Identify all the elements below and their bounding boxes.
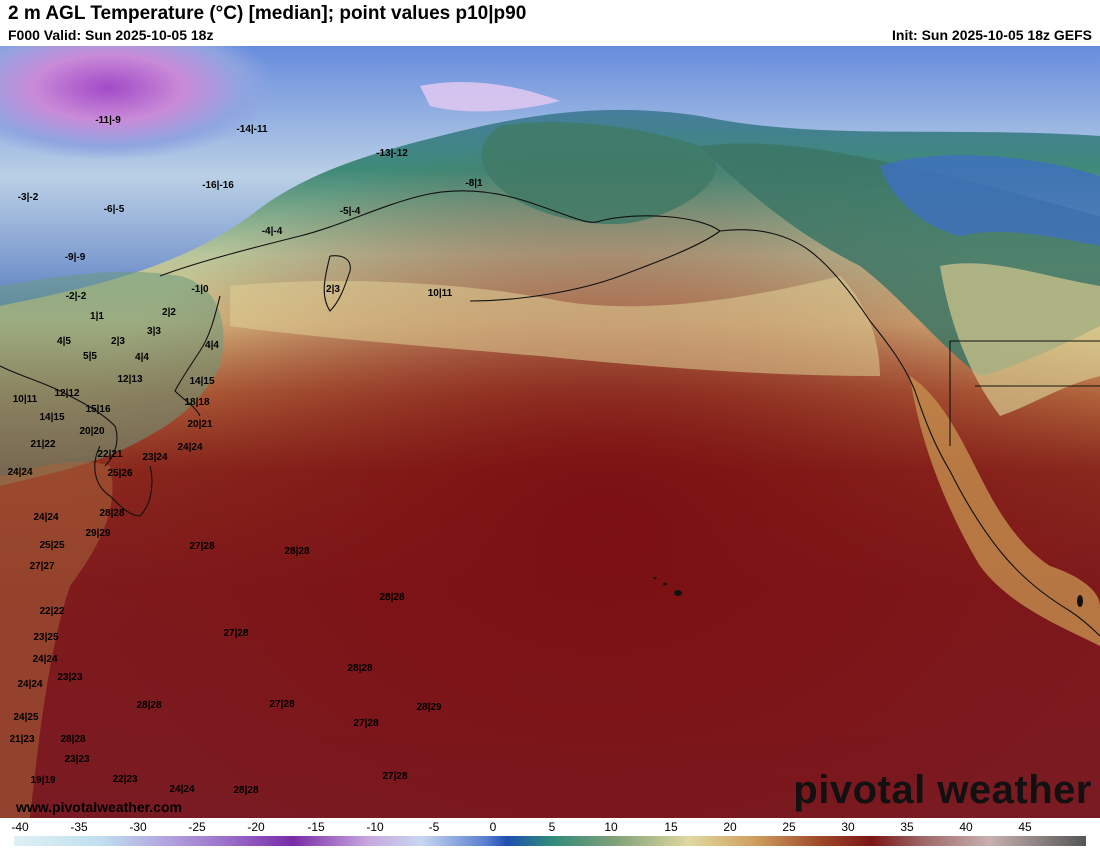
colorbar-tick-label: 10 (604, 820, 618, 834)
point-value-label: 21|22 (30, 439, 56, 450)
point-value-label: -5|-4 (339, 206, 361, 217)
point-value-label: 28|29 (416, 702, 442, 713)
colorbar-tick-label: -10 (366, 820, 384, 834)
point-value-label: -9|-9 (64, 252, 86, 263)
point-value-label: 23|24 (142, 452, 168, 463)
point-value-label: 18|18 (184, 397, 210, 408)
point-value-label: 20|21 (187, 419, 213, 430)
colorbar-tick-label: 15 (664, 820, 678, 834)
pivotal-weather-logo: pivotal weather (793, 768, 1092, 812)
point-value-label: 20|20 (79, 426, 105, 437)
point-value-label: -14|-11 (236, 124, 268, 135)
point-value-label: 28|28 (379, 592, 405, 603)
colorbar-tick-label: 40 (959, 820, 973, 834)
point-value-label: 24|24 (7, 467, 33, 478)
point-value-label: 23|23 (57, 672, 83, 683)
point-value-label: 28|28 (60, 734, 86, 745)
point-value-label: 24|25 (13, 712, 39, 723)
colorbar-tick-label: -40 (11, 820, 29, 834)
point-value-label: 10|11 (427, 288, 453, 299)
colorbar-strip (14, 836, 1086, 846)
watermark: www.pivotalweather.com (16, 799, 182, 815)
point-value-label: 27|28 (189, 541, 215, 552)
point-value-label: -6|-5 (103, 204, 125, 215)
colorbar: -40 -35 -30 -25 -20 -15 -10 -5 0 5 10 15 20 25 30 35 40 4… (0, 818, 1100, 850)
point-value-label: -13|-12 (376, 148, 408, 159)
temperature-map: -11|-9 -14|-11 -13|-12 -16|-16 -3|-2 -6|-5 -9|… (0, 46, 1100, 818)
point-value-label: 28|28 (347, 663, 373, 674)
point-value-label: 27|28 (269, 699, 295, 710)
colorbar-tick-label: 35 (900, 820, 914, 834)
point-value-label: -16|-16 (202, 180, 234, 191)
point-value-label: 29|29 (85, 528, 111, 539)
point-value-label: 4|4 (205, 340, 219, 351)
point-value-label: -8|1 (465, 178, 483, 189)
point-value-label: 12|13 (117, 374, 143, 385)
colorbar-tick-label: -5 (428, 820, 440, 834)
point-value-label: 5|5 (83, 351, 97, 362)
colorbar-tick-label: 30 (841, 820, 855, 834)
islands (653, 577, 1083, 607)
colorbar-tick-label: -15 (307, 820, 325, 834)
colorbar-tick-label: 20 (723, 820, 737, 834)
point-value-label: 2|2 (162, 307, 176, 318)
point-value-label: 15|16 (85, 404, 111, 415)
point-value-label: 12|12 (54, 388, 80, 399)
point-value-label: 24|24 (17, 679, 43, 690)
map-header: 2 m AGL Temperature (°C) [median]; point… (0, 0, 1100, 46)
temperature-field (0, 46, 1100, 818)
point-value-label: 10|11 (12, 394, 38, 405)
point-value-label: 2|3 (326, 284, 340, 295)
point-value-label: -2|-2 (65, 291, 87, 302)
point-value-label: 27|27 (29, 561, 55, 572)
point-value-label: -3|-2 (17, 192, 39, 203)
point-value-label: 27|28 (382, 771, 408, 782)
coastlines (0, 190, 1100, 637)
point-value-label: 22|23 (112, 774, 138, 785)
point-value-label: 25|25 (39, 540, 65, 551)
point-value-label: 27|28 (353, 718, 379, 729)
colorbar-tick-label: -35 (70, 820, 88, 834)
point-value-label: 24|24 (33, 512, 59, 523)
point-value-label: 24|24 (169, 784, 195, 795)
point-value-label: 21|23 (9, 734, 35, 745)
point-value-label: 4|4 (135, 352, 149, 363)
point-value-label: 27|28 (223, 628, 249, 639)
point-value-label: -4|-4 (261, 226, 283, 237)
point-value-label: 19|19 (30, 775, 56, 786)
point-value-label: 28|28 (233, 785, 259, 796)
point-value-label: 28|28 (136, 700, 162, 711)
colorbar-tick-label: -25 (188, 820, 206, 834)
point-value-label: 24|24 (177, 442, 203, 453)
point-value-label: 3|3 (147, 326, 161, 337)
colorbar-tick-label: 0 (489, 820, 497, 834)
point-value-label: 14|15 (189, 376, 215, 387)
colorbar-tick-label: -30 (129, 820, 147, 834)
map-title: 2 m AGL Temperature (°C) [median]; point… (8, 3, 527, 24)
point-value-label: 23|23 (64, 754, 90, 765)
point-value-label: 25|26 (107, 468, 133, 479)
point-value-label: 28|28 (99, 508, 125, 519)
point-value-label: 4|5 (57, 336, 71, 347)
valid-time: F000 Valid: Sun 2025-10-05 18z (8, 27, 214, 43)
point-value-label: 22|21 (97, 449, 123, 460)
point-value-label: 14|15 (39, 412, 65, 423)
colorbar-tick-label: -20 (247, 820, 265, 834)
colorbar-tick-label: 45 (1018, 820, 1032, 834)
point-value-label: -11|-9 (95, 115, 121, 126)
point-value-label: 23|25 (33, 632, 59, 643)
point-value-label: 24|24 (32, 654, 58, 665)
point-value-label: 2|3 (111, 336, 125, 347)
colorbar-tick-label: 25 (782, 820, 796, 834)
colorbar-tick-label: 5 (548, 820, 556, 834)
point-value-label: 1|1 (90, 311, 104, 322)
init-time: Init: Sun 2025-10-05 18z GEFS (892, 27, 1092, 43)
point-value-label: 22|22 (39, 606, 65, 617)
point-value-label: 28|28 (284, 546, 310, 557)
point-value-label: -1|0 (191, 284, 209, 295)
